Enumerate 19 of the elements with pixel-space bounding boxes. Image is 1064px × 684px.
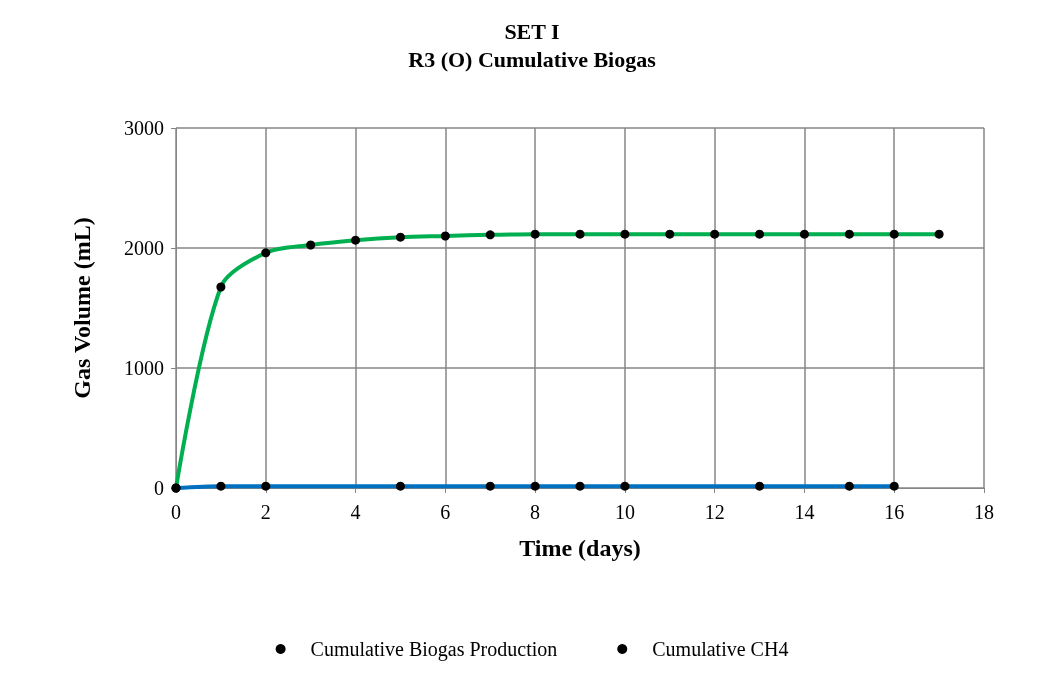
x-tick-label: 10 [614, 501, 635, 523]
x-tick-label: 12 [704, 501, 725, 523]
legend-label: Cumulative CH4 [652, 638, 789, 660]
x-tick-label: 8 [530, 501, 541, 523]
y-tick-label: 0 [154, 477, 164, 499]
x-tick-label: 14 [794, 501, 815, 523]
x-tick-label: 2 [260, 501, 271, 523]
x-tick-label: 0 [171, 501, 181, 523]
x-tick-label: 4 [350, 501, 361, 523]
y-axis-title: Gas Volume (mL) [69, 217, 95, 399]
legend-label: Cumulative Biogas Production [310, 638, 558, 661]
x-tick-label: 16 [884, 501, 905, 523]
x-tick-label: 18 [974, 501, 994, 523]
x-tick-label: 6 [440, 501, 451, 523]
x-axis-title: Time (days) [519, 535, 641, 561]
y-tick-label: 2000 [124, 237, 164, 259]
y-tick-label: 1000 [124, 357, 164, 379]
y-tick-label: 3000 [124, 117, 164, 139]
chart-title: SET I R3 (O) Cumulative Biogas [408, 18, 657, 72]
